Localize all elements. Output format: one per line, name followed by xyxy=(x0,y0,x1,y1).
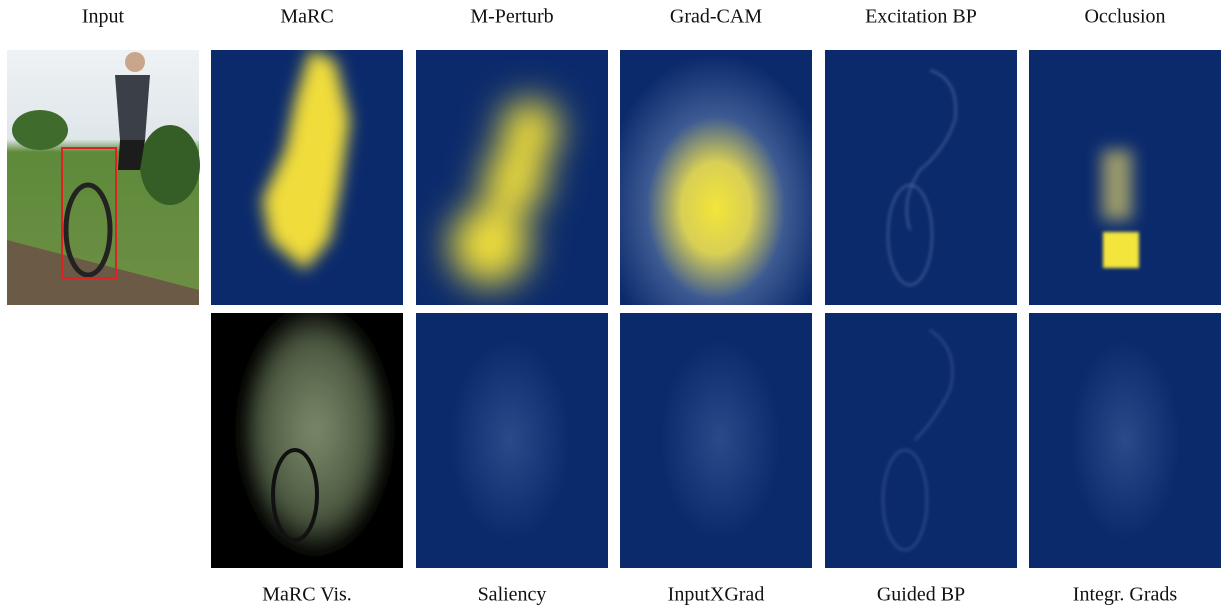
column-label: Occlusion xyxy=(1084,6,1165,28)
integrated-grads-map xyxy=(1029,313,1221,568)
column-label: Grad-CAM xyxy=(670,6,762,28)
saliency-map xyxy=(416,313,608,568)
column-label: MaRC Vis. xyxy=(262,584,352,606)
excitation-bp-map xyxy=(825,50,1017,305)
marc-map xyxy=(211,50,403,305)
marc-vis xyxy=(211,305,403,568)
column-label: InputXGrad xyxy=(668,584,765,606)
column-label: M-Perturb xyxy=(470,6,553,28)
column-label: Guided BP xyxy=(877,584,965,606)
column-label: Input xyxy=(82,6,125,28)
guided-bp-map xyxy=(825,313,1017,568)
column-label: Integr. Grads xyxy=(1073,584,1178,606)
inputxgrad-map xyxy=(620,313,812,568)
input-image xyxy=(7,50,200,305)
column-label: MaRC xyxy=(280,6,333,28)
occlusion-map xyxy=(1029,50,1221,305)
column-label: Excitation BP xyxy=(865,6,977,28)
column-label: Saliency xyxy=(478,584,547,606)
figure: Input MaRC M-Perturb Grad-CAM Excitation… xyxy=(0,0,1221,614)
m-perturb-map xyxy=(416,50,608,305)
grad-cam-map xyxy=(620,50,812,305)
